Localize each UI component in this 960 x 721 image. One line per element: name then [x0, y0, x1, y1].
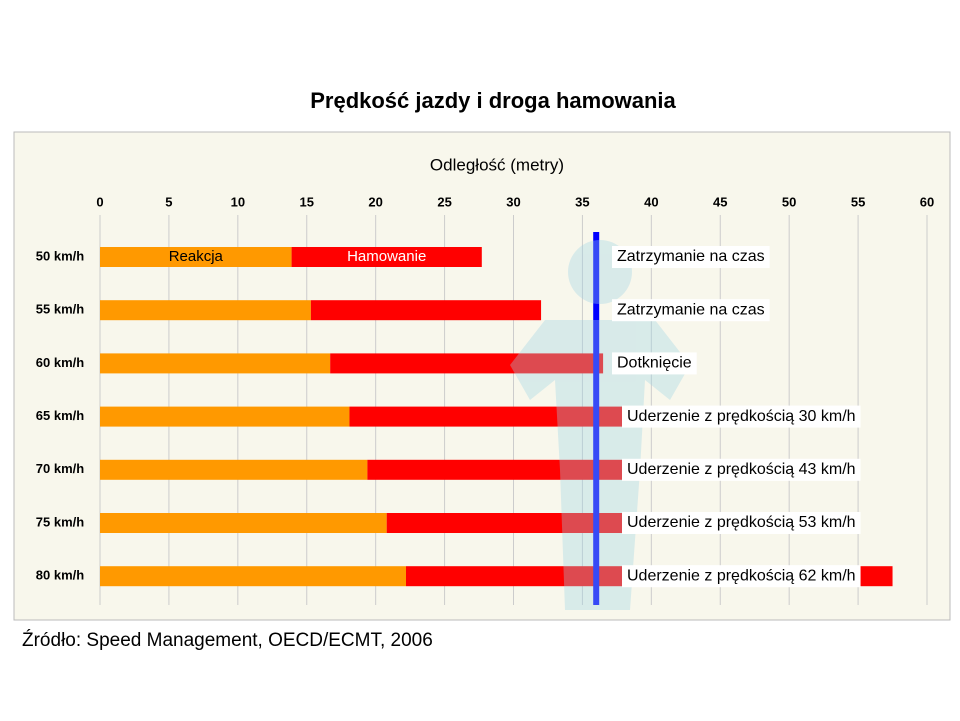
annotation: Uderzenie z prędkością 53 km/h [627, 514, 856, 531]
y-tick-label: 70 km/h [36, 461, 84, 476]
chart-title: Prędkość jazdy i droga hamowania [310, 88, 676, 113]
annotations: Zatrzymanie na czas Zatrzymanie na czas Do… [612, 246, 861, 588]
x-tick-label: 30 [506, 194, 520, 209]
bar-segment [100, 247, 292, 267]
x-tick-label: 40 [644, 194, 658, 209]
annotation-box [622, 458, 861, 481]
x-axis-title: Odległość (metry) [430, 155, 564, 174]
legend-label: Hamowanie [347, 248, 426, 265]
annotation: Dotknięcie [617, 355, 692, 372]
bar-segment [100, 459, 368, 480]
y-tick-label: 65 km/h [36, 408, 84, 423]
legend-label: Reakcja [169, 248, 224, 265]
annotation: Zatrzymanie na czas [617, 301, 765, 318]
bar-segment [291, 247, 482, 267]
y-tick-label: 55 km/h [36, 302, 84, 317]
y-tick-label: 50 km/h [36, 248, 84, 263]
annotation-box [622, 405, 861, 428]
x-tick-label: 20 [368, 194, 382, 209]
y-tick-label: 75 km/h [36, 514, 84, 529]
x-tick-label: 55 [851, 194, 865, 209]
bar-segment [330, 353, 604, 374]
x-tick-label: 35 [575, 194, 589, 209]
bar-segment [100, 300, 311, 321]
bar-segment [100, 353, 331, 374]
x-tick-label: 10 [231, 194, 245, 209]
x-tick-label: 50 [782, 194, 796, 209]
bar-segment [100, 406, 350, 427]
annotation: Uderzenie z prędkością 62 km/h [627, 567, 856, 584]
bar-segment [310, 300, 542, 321]
annotation: Uderzenie z prędkością 30 km/h [627, 408, 856, 425]
annotation: Uderzenie z prędkością 43 km/h [627, 461, 856, 478]
bar-segment [100, 513, 387, 533]
x-tick-label: 15 [300, 194, 314, 209]
annotation-box [612, 299, 770, 322]
y-tick-label: 80 km/h [36, 568, 84, 583]
annotation-box [612, 246, 770, 268]
x-tick-label: 45 [713, 194, 727, 209]
bar-segment [100, 566, 406, 587]
annotation-box [622, 565, 861, 588]
annotation-box [622, 512, 861, 534]
source-note: Źródło: Speed Management, OECD/ECMT, 200… [22, 630, 433, 651]
y-tick-label: 60 km/h [36, 355, 84, 370]
annotation-box [612, 352, 697, 375]
x-tick-label: 60 [920, 194, 934, 209]
plot-panel [13, 131, 951, 621]
x-tick-label: 0 [96, 194, 103, 209]
bar-segment [349, 406, 671, 427]
x-tick-label: 5 [165, 194, 172, 209]
x-tick-label: 25 [437, 194, 451, 209]
annotation: Zatrzymanie na czas [617, 248, 765, 265]
